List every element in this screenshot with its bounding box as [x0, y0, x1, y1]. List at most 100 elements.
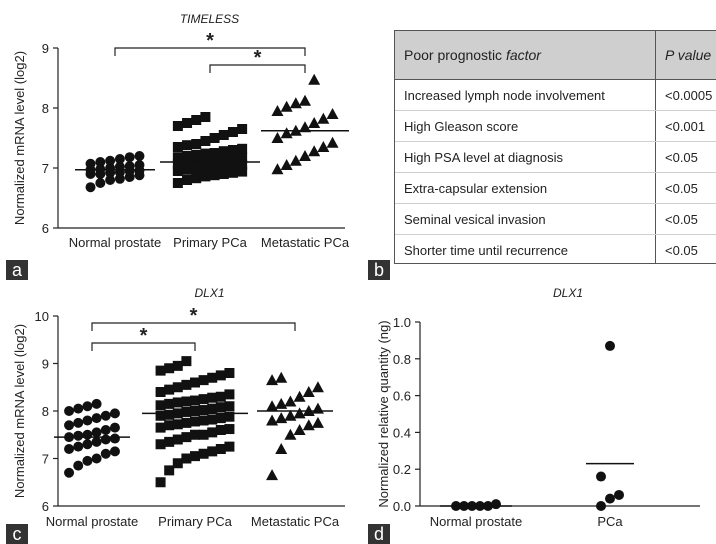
panel-c-data-point [181, 397, 191, 407]
panel-c-data-point [207, 373, 217, 383]
panel-a-data-point [219, 146, 229, 156]
panel-a-data-point [219, 130, 229, 140]
panel-a-data-point [228, 127, 238, 137]
panel-a-data-point [105, 156, 115, 166]
panel-c-data-point [207, 393, 217, 403]
panel-d-data-point [605, 494, 615, 504]
panel-d-category-label: Normal prostate [430, 514, 522, 529]
panel-d-y-axis-label: Normalized relative quantity (ng) [376, 320, 391, 507]
panel-c-data-point [190, 406, 200, 416]
panel-letter-b: b [368, 260, 390, 280]
panel-c-data-point [199, 416, 209, 426]
panel-c-data-point [82, 430, 92, 440]
panel-c-data-point [64, 406, 74, 416]
panel-c-data-point [275, 412, 287, 423]
table-row: High Gleason score<0.001 [395, 111, 716, 142]
panel-a-data-point [327, 137, 339, 148]
panel-c-data-point [92, 427, 102, 437]
panel-c-data-point [82, 401, 92, 411]
factor-cell: Shorter time until recurrence [395, 235, 656, 265]
panel-c-data-point [266, 400, 278, 411]
panel-a-data-point [281, 101, 293, 112]
panel-c-data-point [224, 368, 234, 378]
panel-c-data-point [73, 431, 83, 441]
panel-a-y-tick-label: 6 [42, 221, 49, 236]
panel-a-data-point [182, 118, 192, 128]
panel-d-data-point [596, 472, 606, 482]
panel-c-data-point [164, 410, 174, 420]
panel-c-data-point [101, 411, 111, 421]
panel-a-data-point [173, 142, 183, 152]
panel-a-y-tick-label: 7 [42, 161, 49, 176]
panel-c-data-point [181, 356, 191, 366]
panel-c-data-point [216, 370, 226, 380]
panel-c-data-point [266, 374, 278, 385]
pvalue-cell: <0.05 [656, 173, 716, 204]
panel-c-data-point [207, 446, 217, 456]
panel-a-data-point [182, 140, 192, 150]
panel-c-data-point [216, 392, 226, 402]
panel-c-data-point [207, 427, 217, 437]
panel-a-y-axis-label: Normalized mRNA level (log2) [12, 51, 27, 225]
panel-c-data-point [199, 394, 209, 404]
pvalue-cell: <0.0005 [656, 80, 716, 111]
panel-a-data-point [219, 155, 229, 165]
panel-c-data-point [164, 437, 174, 447]
table-row: Shorter time until recurrence<0.05 [395, 235, 716, 265]
panel-a-data-point [210, 148, 220, 158]
panel-c-data-point [266, 415, 278, 426]
panel-c-significance-star: * [140, 325, 148, 347]
panel-c-data-point [164, 420, 174, 430]
panel-c-data-point [64, 420, 74, 430]
panel-c-data-point [199, 449, 209, 459]
panel-c-data-point [73, 461, 83, 471]
panel-c-data-point [181, 454, 191, 464]
panel-letter-a: a [6, 260, 28, 280]
panel-a-data-point [327, 108, 339, 119]
panel-c-data-point [110, 423, 120, 433]
panel-a-data-point [191, 115, 201, 125]
panel-a-significance-star: * [254, 47, 262, 69]
panel-c-data-point [266, 469, 278, 480]
panel-a-y-tick-label: 9 [42, 41, 49, 56]
panel-a-y-tick-label: 8 [42, 101, 49, 116]
panel-c-data-point [190, 451, 200, 461]
panel-c-data-point [173, 419, 183, 429]
panel-c-y-axis-label: Normalized mRNA level (log2) [12, 324, 27, 498]
panel-a-data-point [290, 97, 302, 108]
table-row: High PSA level at diagnosis<0.05 [395, 142, 716, 173]
panel-c-data-point [156, 477, 166, 487]
header-factor: Poor prognostic factor [395, 31, 656, 80]
panel-c-data-point [312, 417, 324, 428]
panel-c-data-point [224, 401, 234, 411]
table-header-row: Poor prognostic factor P value [395, 31, 716, 80]
panel-a-data-point [86, 159, 96, 169]
panel-c-data-point [173, 435, 183, 445]
factor-cell: High PSA level at diagnosis [395, 142, 656, 173]
panel-c-data-point [190, 378, 200, 388]
panel-c-data-point [303, 419, 315, 430]
panel-c-data-point [156, 366, 166, 376]
panel-c-data-point [101, 449, 111, 459]
panel-a-category-label: Metastatic PCa [261, 235, 350, 250]
pvalue-cell: <0.001 [656, 111, 716, 142]
panel-c-data-point [173, 397, 183, 407]
panel-a-data-point [134, 160, 144, 170]
panel-c-data-point [156, 439, 166, 449]
panel-c-data-point [164, 399, 174, 409]
panel-c-data-point [190, 416, 200, 426]
panel-a-category-label: Primary PCa [173, 235, 247, 250]
panel-c-data-point [216, 402, 226, 412]
pvalue-cell: <0.05 [656, 142, 716, 173]
panel-c-category-label: Normal prostate [46, 514, 138, 529]
panel-a-data-point [299, 95, 311, 106]
header-factor-plain: Poor prognostic [404, 47, 506, 63]
panel-a-data-point [134, 151, 144, 161]
panel-c-data-point [92, 454, 102, 464]
panel-c-data-point [190, 430, 200, 440]
panel-d-title: DLX1 [553, 286, 583, 300]
panel-c-data-point [173, 382, 183, 392]
panel-c-data-point [181, 407, 191, 417]
panel-a-significance-star: * [206, 30, 214, 52]
header-pvalue: P value [656, 31, 716, 80]
